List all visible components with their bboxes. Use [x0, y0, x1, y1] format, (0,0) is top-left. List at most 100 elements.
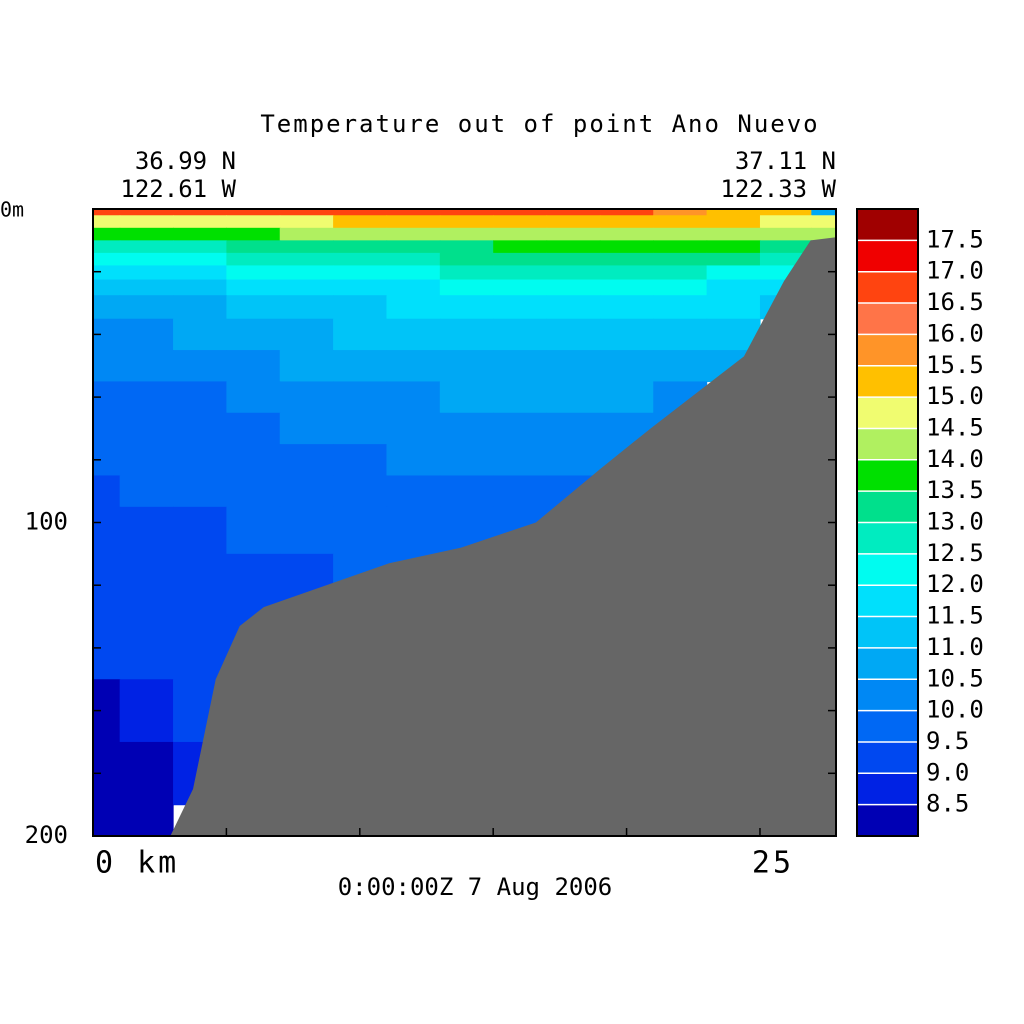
colorbar-label: 14.0 [926, 445, 984, 473]
field-cell [226, 506, 281, 555]
field-cell [173, 318, 227, 351]
field-cell [759, 227, 812, 241]
field-cell [279, 350, 334, 383]
field-cell [173, 252, 227, 267]
field-cell [333, 252, 388, 267]
field-cell [119, 741, 174, 806]
colorbar-frame [856, 208, 919, 837]
colorbar-label: 11.0 [926, 633, 984, 661]
field-cell [279, 265, 334, 281]
field-cell [653, 295, 708, 320]
field-cell [546, 295, 601, 320]
field-cell [226, 295, 281, 320]
field-cell [493, 350, 548, 383]
field-cell [706, 227, 761, 241]
field-cell [173, 209, 227, 216]
field-cell [279, 227, 334, 241]
field-cell [546, 318, 601, 351]
colorbar-box [857, 303, 918, 335]
field-cell [706, 295, 761, 320]
field-cell [546, 209, 601, 216]
colorbar-box [857, 209, 918, 241]
field-cell [493, 318, 548, 351]
field-cell [226, 350, 281, 383]
field-cell [226, 279, 281, 296]
field-cell [546, 444, 601, 477]
field-cell [226, 240, 281, 254]
field-cell [226, 209, 281, 216]
field-cell [706, 240, 761, 254]
colorbar-box [857, 647, 918, 680]
colorbar-box [857, 491, 918, 523]
field-cell [93, 215, 121, 229]
field-cell [493, 209, 548, 216]
field-cell [706, 215, 761, 229]
field-cell [759, 209, 812, 216]
field-cell [93, 295, 121, 320]
field-cell [333, 475, 388, 508]
field-cell [226, 318, 281, 351]
field-cell [119, 295, 174, 320]
x-tick-label: 0 km [95, 846, 179, 881]
field-cell [333, 240, 388, 254]
y-tick-label: 100 [25, 508, 68, 536]
field-cell [546, 265, 601, 281]
field-cell [653, 227, 708, 241]
field-cell [173, 265, 227, 281]
field-cell [333, 318, 388, 351]
field-cell [386, 381, 441, 414]
y-tick-label: 200 [25, 821, 68, 849]
field-cell [279, 412, 334, 445]
field-cell [493, 412, 548, 445]
field-cell [279, 252, 334, 267]
field-cell [653, 215, 708, 229]
colorbar-label: 16.5 [926, 288, 984, 316]
field-cell [93, 252, 121, 267]
field-cell [653, 279, 708, 296]
field-cell [333, 381, 388, 414]
field-cell [173, 279, 227, 296]
field-cell [386, 265, 441, 281]
colorbar-label: 10.0 [926, 696, 984, 724]
field-cell [173, 475, 227, 508]
field-cell [119, 350, 174, 383]
colorbar-box [857, 616, 918, 648]
field-cell [493, 240, 548, 254]
field-cell [119, 209, 174, 216]
field-cell [226, 381, 281, 414]
field-cell [386, 227, 441, 241]
field-cell [93, 279, 121, 296]
colorbar-box [857, 522, 918, 554]
field-cell [546, 227, 601, 241]
field-cell [173, 240, 227, 254]
field-cell [119, 679, 174, 743]
field-cell [439, 295, 494, 320]
field-cell [546, 279, 601, 296]
colorbar-label: 12.0 [926, 570, 984, 598]
field-cell [599, 209, 654, 216]
field-cell [599, 279, 654, 296]
field-cell [279, 381, 334, 414]
field-cell [119, 381, 174, 414]
field-cell [333, 209, 388, 216]
field-cell [439, 265, 494, 281]
field-cell [333, 215, 388, 229]
field-cell [546, 240, 601, 254]
field-cell [439, 381, 494, 414]
field-cell [119, 318, 174, 351]
colorbar-box [857, 804, 918, 836]
field-cell [653, 240, 708, 254]
field-cell [279, 209, 334, 216]
field-cell [173, 553, 227, 618]
field-cell [333, 227, 388, 241]
field-cell [386, 350, 441, 383]
field-cell [93, 265, 121, 281]
field-cell [493, 252, 548, 267]
field-cell [93, 804, 121, 836]
colorbar-box [857, 271, 918, 304]
field-cell [546, 412, 601, 445]
field-cell [599, 215, 654, 229]
field-cell [93, 227, 121, 241]
field-cell [119, 240, 174, 254]
